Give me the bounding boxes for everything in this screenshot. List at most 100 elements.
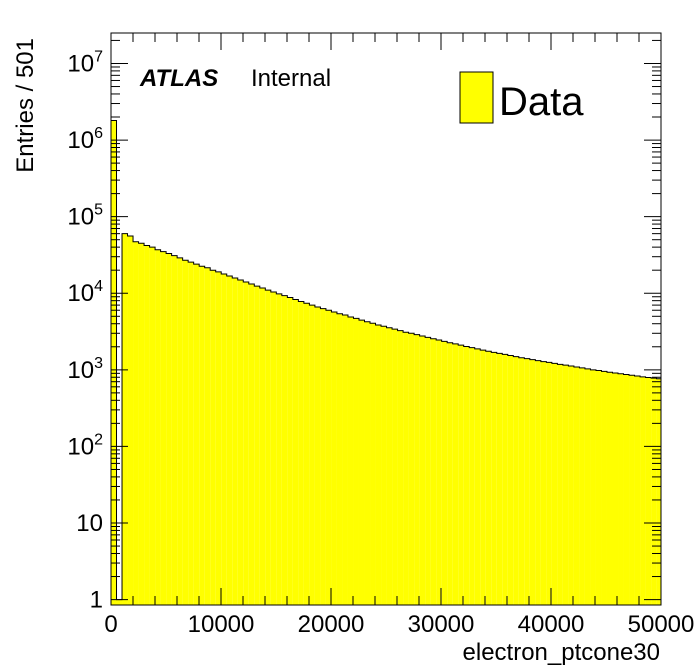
histogram-bin bbox=[243, 282, 249, 605]
histogram-bin bbox=[612, 372, 619, 605]
histogram-bin bbox=[111, 120, 117, 605]
y-tick-label: 104 bbox=[67, 278, 103, 307]
histogram-bin bbox=[320, 308, 326, 605]
histogram-bin bbox=[408, 333, 415, 605]
histogram-bin bbox=[629, 375, 635, 605]
histogram-bin bbox=[656, 378, 661, 605]
histogram-bin bbox=[359, 320, 365, 605]
histogram-bin bbox=[458, 345, 464, 605]
atlas-label: ATLAS Internal bbox=[139, 65, 331, 92]
histogram-bin bbox=[127, 235, 134, 605]
histogram-bin bbox=[248, 284, 255, 605]
y-tick-label: 106 bbox=[67, 125, 103, 154]
legend-swatch-data bbox=[459, 71, 494, 124]
histogram-bin bbox=[480, 350, 486, 605]
histogram-bin bbox=[651, 378, 657, 605]
histogram-bin bbox=[623, 374, 630, 605]
histogram-bin bbox=[403, 332, 409, 605]
histogram-bin bbox=[232, 278, 238, 605]
y-axis-ticks bbox=[111, 39, 661, 601]
histogram-bin bbox=[595, 370, 602, 605]
histogram-bin bbox=[557, 364, 563, 605]
x-axis-tick-labels: 0 10000 20000 30000 40000 50000 bbox=[104, 611, 694, 638]
histogram-bin bbox=[298, 301, 304, 605]
x-axis-label: electron_ptcone30 bbox=[463, 639, 660, 666]
histogram-bin bbox=[640, 376, 646, 605]
histogram-bin bbox=[199, 266, 205, 605]
histogram-bin bbox=[540, 361, 547, 605]
histogram-bin bbox=[336, 313, 343, 605]
histogram-bin bbox=[204, 267, 211, 605]
histogram-bin bbox=[265, 290, 271, 605]
histogram-bin bbox=[573, 366, 580, 605]
histogram-bin bbox=[419, 336, 426, 605]
histogram-bin bbox=[314, 307, 321, 605]
histogram-bin bbox=[254, 286, 260, 605]
histogram-bin bbox=[364, 321, 371, 605]
histogram-bin bbox=[491, 352, 497, 605]
y-axis-tick-labels: 1 10 102 103 104 105 106 107 bbox=[67, 48, 103, 613]
histogram-bin bbox=[287, 297, 293, 605]
histogram-bin bbox=[171, 255, 178, 606]
histogram-bin bbox=[133, 241, 139, 605]
histogram-bin bbox=[182, 260, 189, 605]
histogram-bin bbox=[392, 329, 398, 605]
y-tick-label: 102 bbox=[67, 431, 103, 460]
histogram-bin bbox=[210, 270, 216, 605]
histogram-bin bbox=[325, 310, 332, 605]
y-tick-label: 10 bbox=[76, 510, 103, 537]
histogram-bin bbox=[270, 291, 277, 605]
x-tick-label: 0 bbox=[104, 611, 117, 638]
x-tick-label: 30000 bbox=[408, 611, 475, 638]
histogram-bin bbox=[529, 359, 536, 605]
legend: Data bbox=[459, 71, 584, 124]
histogram-outline bbox=[110, 120, 662, 605]
histogram-bin bbox=[347, 316, 354, 605]
histogram-bin bbox=[381, 326, 387, 605]
y-tick-label: 107 bbox=[67, 48, 103, 77]
histogram-bin bbox=[116, 599, 123, 605]
histogram-bin bbox=[513, 356, 519, 605]
histogram-bin bbox=[463, 346, 470, 605]
histogram-bin bbox=[562, 365, 569, 605]
histogram-bin bbox=[524, 358, 530, 605]
x-tick-label: 10000 bbox=[188, 611, 255, 638]
histogram-bin bbox=[551, 363, 558, 605]
histogram-bin bbox=[292, 299, 299, 605]
histogram-bin bbox=[496, 353, 503, 605]
histogram-bin bbox=[149, 247, 156, 605]
y-tick-label: 1 bbox=[90, 587, 103, 614]
histogram-bin bbox=[177, 257, 183, 605]
y-axis-label: Entries / 501 bbox=[12, 38, 39, 173]
histogram-bin bbox=[221, 274, 227, 605]
histogram-bin bbox=[634, 376, 641, 605]
histogram-bin bbox=[144, 245, 150, 605]
histogram-bin bbox=[618, 373, 624, 605]
histogram-bin bbox=[601, 371, 607, 605]
histogram-bin bbox=[370, 323, 376, 605]
histogram-bin bbox=[535, 360, 541, 605]
histogram-bin bbox=[386, 327, 393, 605]
histogram-bin bbox=[188, 262, 194, 605]
histogram-bin bbox=[546, 362, 552, 605]
histogram-bin bbox=[430, 338, 437, 605]
histogram-bin bbox=[474, 348, 481, 605]
x-axis-ticks bbox=[110, 33, 662, 605]
histogram-bin bbox=[425, 337, 431, 605]
x-tick-label: 50000 bbox=[628, 611, 695, 638]
histogram-bin bbox=[281, 295, 288, 605]
legend-label-data: Data bbox=[499, 80, 584, 124]
histogram-bin bbox=[441, 341, 448, 605]
histogram-bin bbox=[414, 334, 420, 605]
histogram-bin bbox=[452, 343, 459, 605]
histogram-bin bbox=[568, 366, 574, 605]
histogram-bin bbox=[436, 340, 442, 605]
histogram-bin bbox=[507, 355, 514, 605]
histogram-bin bbox=[276, 293, 282, 605]
histogram-bin bbox=[590, 369, 596, 605]
histogram-bars bbox=[111, 120, 661, 606]
histogram-bin bbox=[237, 279, 244, 605]
histogram-bin bbox=[193, 264, 200, 605]
histogram-bin bbox=[155, 249, 161, 605]
